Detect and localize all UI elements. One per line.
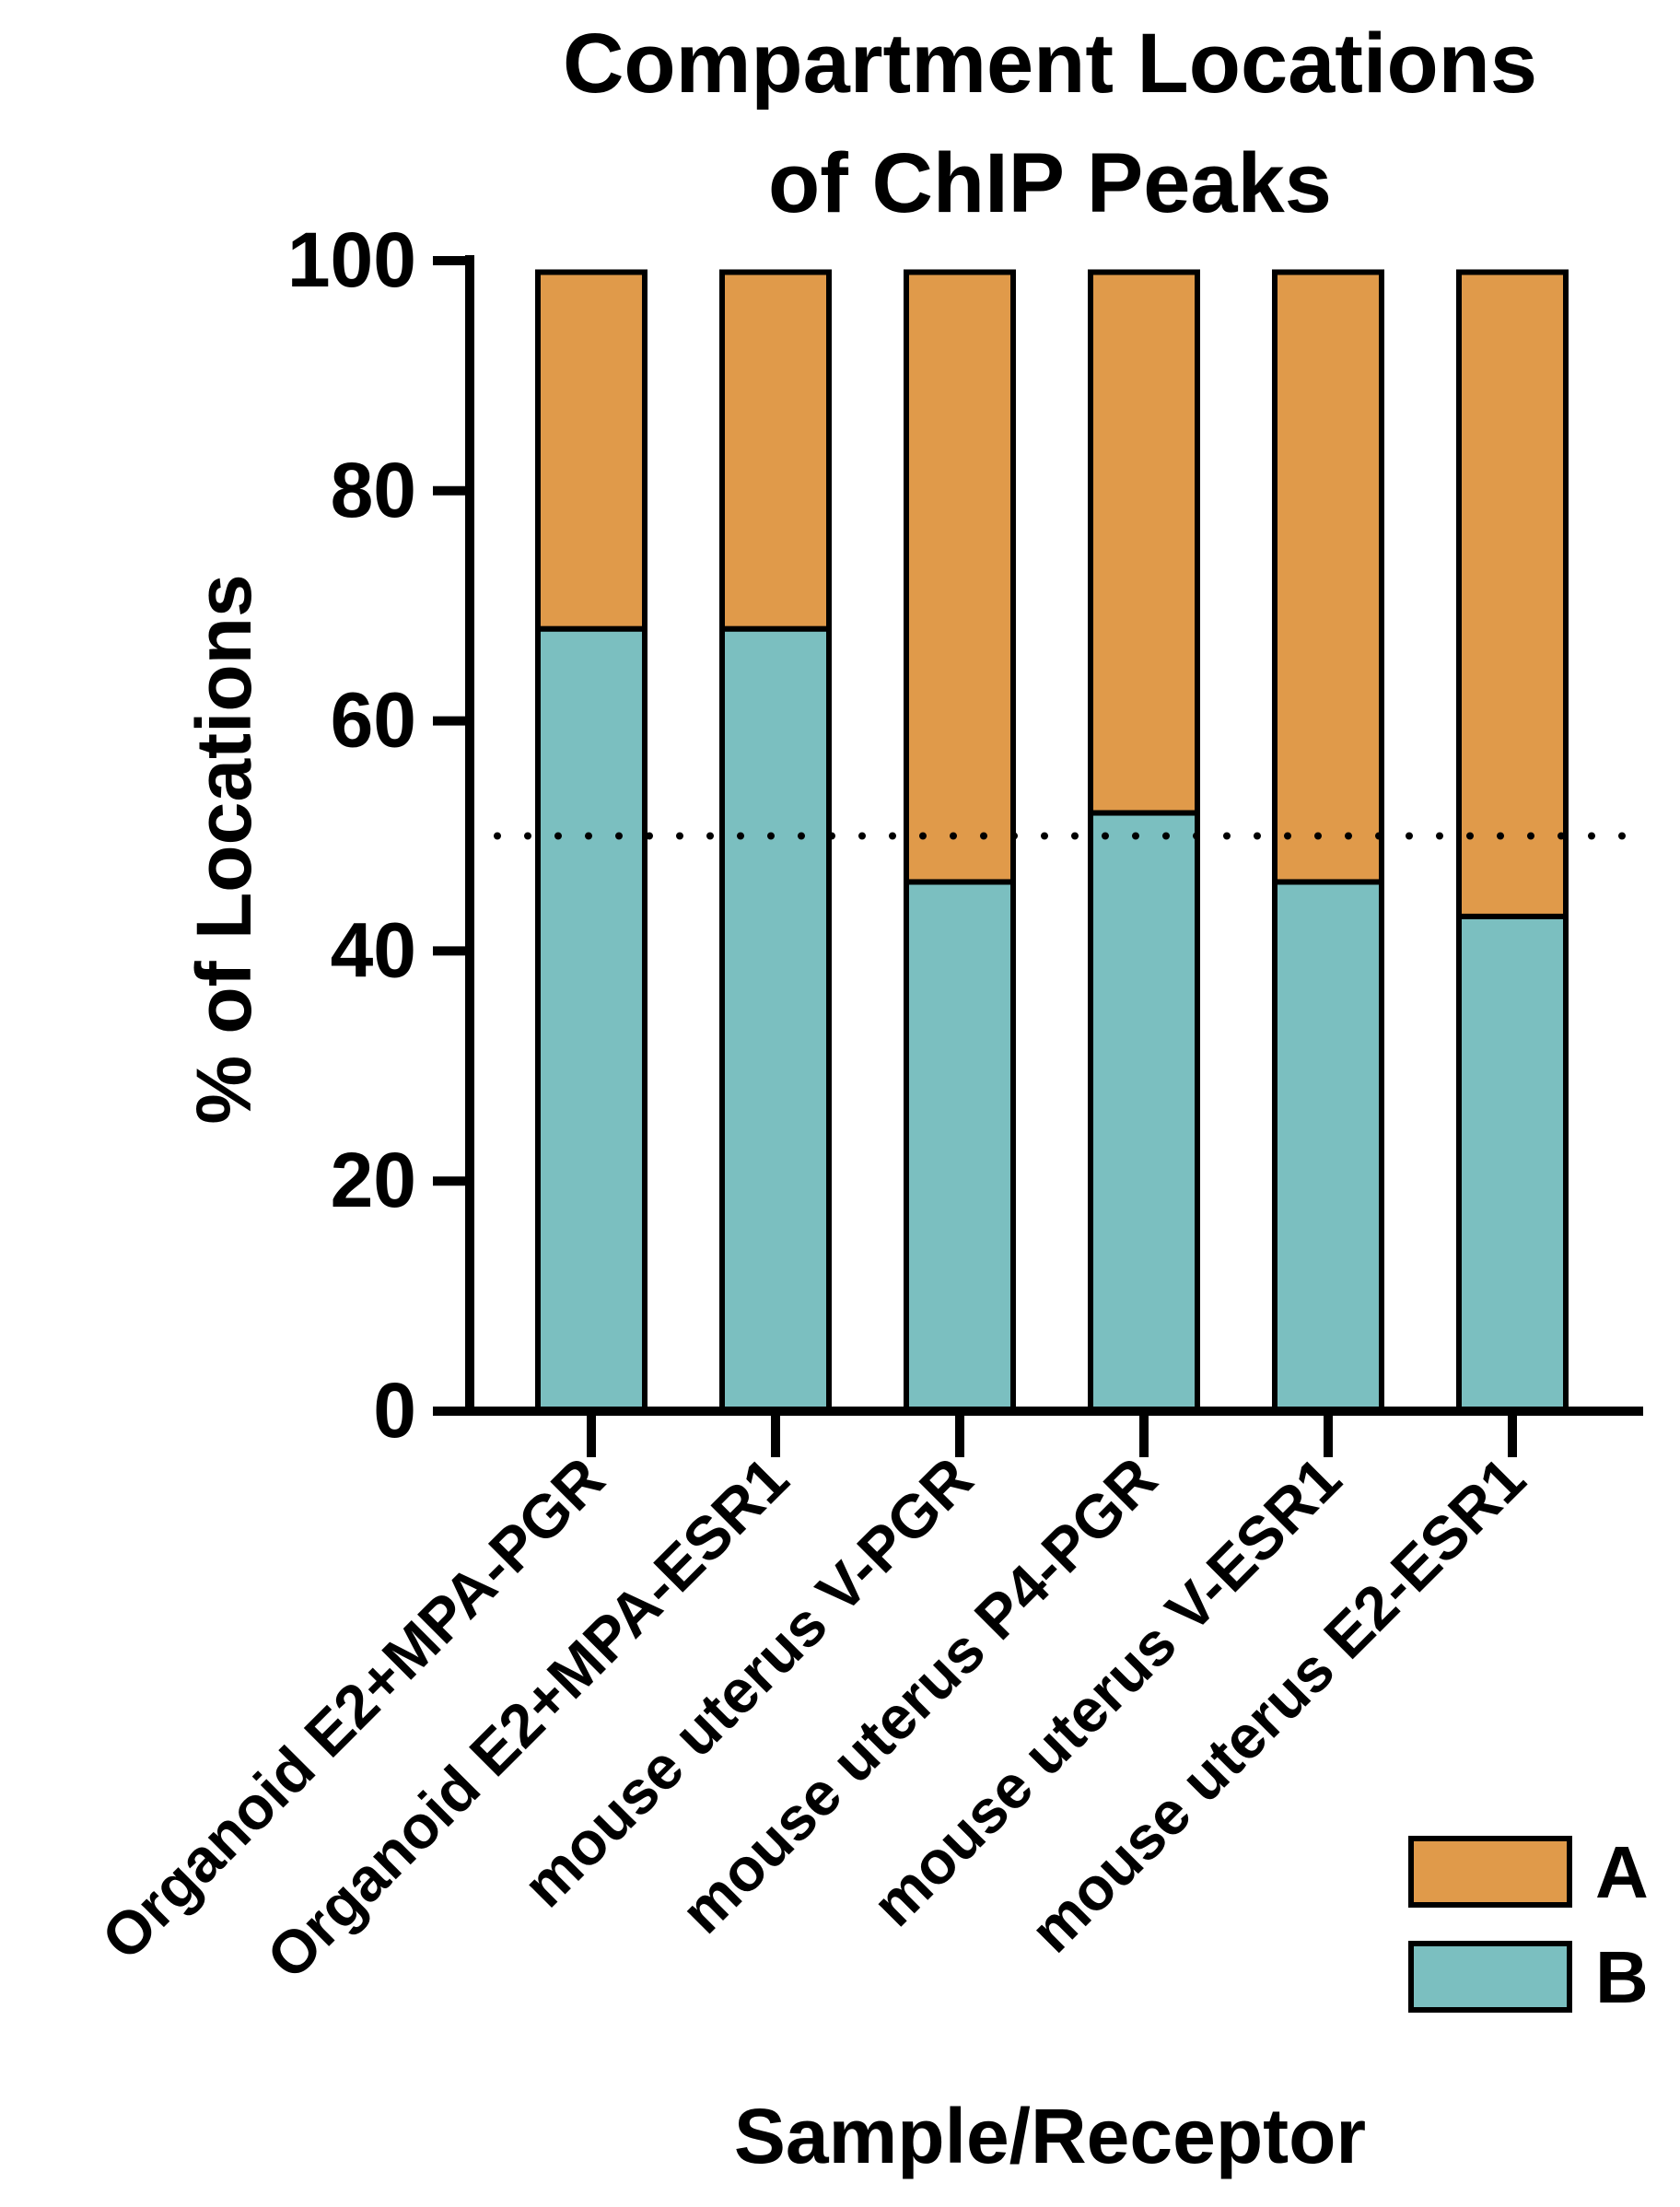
bar-segment-b-1 xyxy=(535,625,648,1414)
axes-group: 0 20 40 60 80 100 xyxy=(287,216,1643,1457)
y-axis-label: % of Locations xyxy=(181,574,267,1124)
y-tick-label-60: 60 xyxy=(331,677,416,764)
chart-title-line-2: of ChIP Peaks xyxy=(768,136,1332,230)
chart-title-line-1: Compartment Locations xyxy=(563,17,1537,111)
y-tick-label-100: 100 xyxy=(287,216,416,303)
bar-segment-a-1 xyxy=(535,269,648,632)
y-tick-label-40: 40 xyxy=(331,906,416,993)
legend: AB xyxy=(1408,1831,1649,2018)
bar-segment-b-5 xyxy=(1272,879,1384,1414)
bar-segment-b-3 xyxy=(904,879,1016,1414)
bar-segment-a-2 xyxy=(719,269,832,632)
x-axis-label: Sample/Receptor xyxy=(734,2093,1366,2179)
y-tick-label-20: 20 xyxy=(331,1137,416,1223)
y-tick-label-0: 0 xyxy=(373,1367,416,1454)
chart-title: Compartment Locations of ChIP Peaks xyxy=(563,17,1537,230)
bar-segment-b-4 xyxy=(1088,810,1200,1414)
bar-segment-b-6 xyxy=(1456,913,1569,1414)
bars-group xyxy=(535,269,1569,1414)
bar-segment-b-2 xyxy=(719,625,832,1414)
legend-swatch-a xyxy=(1408,1836,1572,1908)
bar-segment-a-5 xyxy=(1272,269,1384,885)
bar-segment-a-6 xyxy=(1456,269,1569,919)
legend-label-a: A xyxy=(1595,1831,1649,1913)
legend-swatch-b xyxy=(1408,1941,1572,2013)
y-tick-label-80: 80 xyxy=(331,447,416,533)
bar-segment-a-3 xyxy=(904,269,1016,885)
bar-segment-a-4 xyxy=(1088,269,1200,816)
legend-label-b: B xyxy=(1595,1936,1649,2018)
